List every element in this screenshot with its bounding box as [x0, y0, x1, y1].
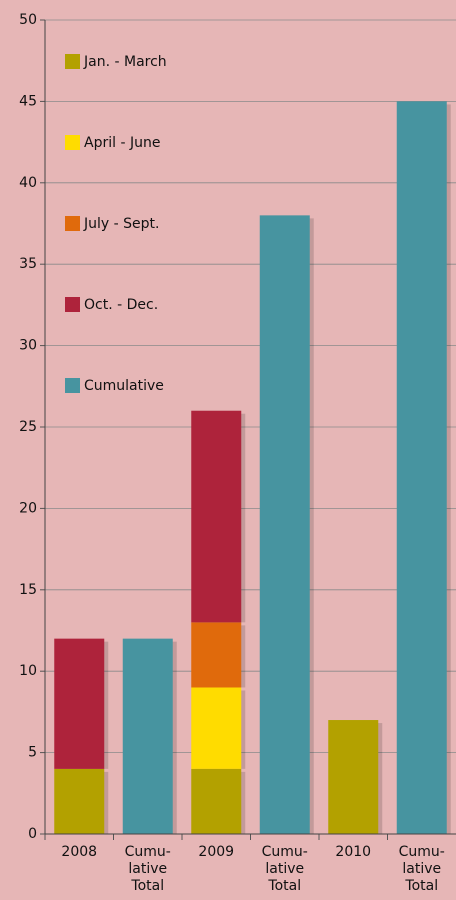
bar-segment: [191, 622, 241, 687]
legend-swatch: [65, 54, 80, 69]
legend-label: July - Sept.: [83, 216, 159, 232]
x-tick-label: 2010: [335, 844, 371, 860]
legend-swatch: [65, 135, 80, 150]
y-tick-label: 5: [28, 745, 37, 761]
legend-label: Oct. - Dec.: [84, 297, 158, 313]
legend-swatch: [65, 297, 80, 312]
x-tick-label: 2009: [198, 844, 234, 860]
y-tick-label: 15: [19, 582, 37, 598]
y-tick-label: 40: [19, 175, 37, 191]
y-tick-label: 25: [19, 419, 37, 435]
y-tick-label: 30: [19, 338, 37, 354]
bar-segment: [123, 639, 173, 834]
bar-segment: [397, 101, 447, 834]
legend-label: Cumulative: [84, 378, 164, 394]
bar-segment: [54, 639, 104, 769]
legend-swatch: [65, 216, 80, 231]
x-tick-label: 2008: [61, 844, 97, 860]
bar-segment: [328, 720, 378, 834]
bar-segment: [191, 769, 241, 834]
y-tick-label: 0: [28, 826, 37, 842]
y-tick-label: 35: [19, 256, 37, 272]
y-tick-label: 20: [19, 500, 37, 516]
y-tick-label: 50: [19, 12, 37, 28]
chart: 0 5 10 15 20 25 30 35 40 45 50 2008 Cumu-lativeTotal…: [0, 0, 456, 900]
bar-segment: [260, 215, 310, 834]
bar-segment: [191, 687, 241, 768]
legend-label: Jan. - March: [83, 54, 167, 70]
legend-swatch: [65, 378, 80, 393]
legend-label: April - June: [84, 135, 160, 151]
y-tick-label: 45: [19, 93, 37, 109]
bar-segment: [54, 769, 104, 834]
bar-segment: [191, 411, 241, 623]
y-tick-label: 10: [19, 663, 37, 679]
